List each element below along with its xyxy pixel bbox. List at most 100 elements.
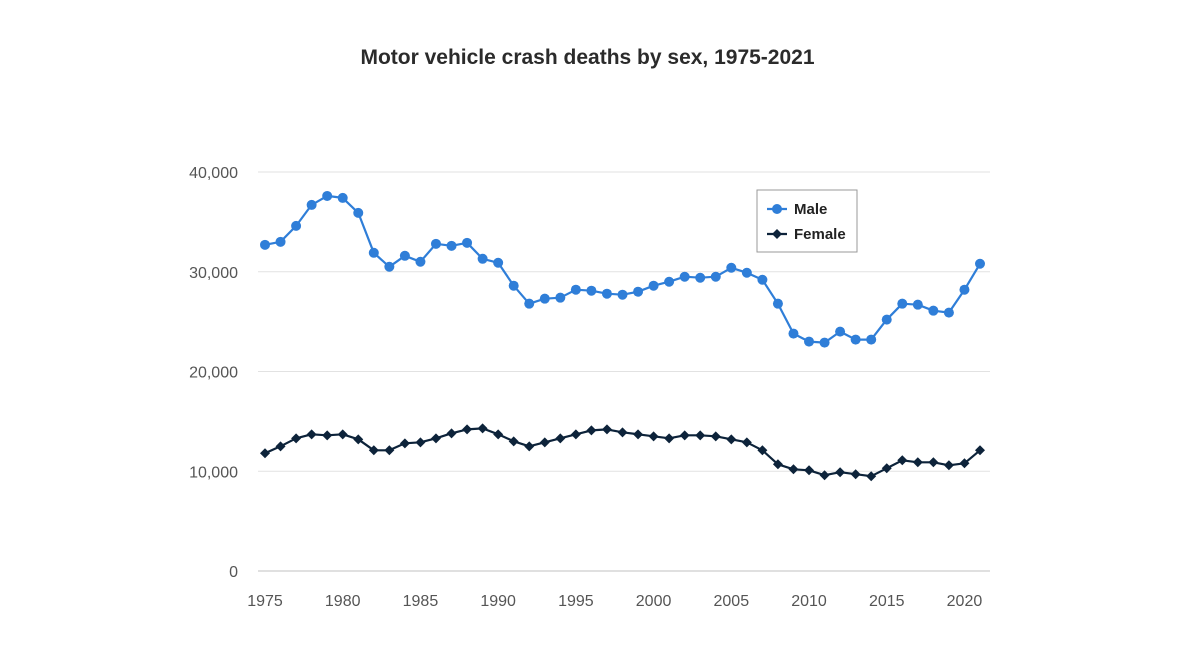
data-point[interactable] bbox=[337, 192, 348, 203]
data-point[interactable] bbox=[881, 314, 892, 325]
x-tick-label: 2020 bbox=[947, 593, 983, 610]
data-point[interactable] bbox=[975, 445, 985, 456]
data-point[interactable] bbox=[384, 261, 395, 272]
data-point[interactable] bbox=[928, 305, 939, 316]
data-point[interactable] bbox=[912, 457, 923, 468]
data-point[interactable] bbox=[975, 258, 985, 269]
data-point[interactable] bbox=[275, 236, 286, 247]
data-point[interactable] bbox=[710, 431, 721, 442]
legend-item-male[interactable]: Male bbox=[767, 201, 827, 218]
data-point[interactable] bbox=[570, 429, 581, 440]
data-point[interactable] bbox=[648, 431, 659, 442]
data-point[interactable] bbox=[897, 298, 908, 309]
data-point[interactable] bbox=[508, 280, 519, 291]
data-point[interactable] bbox=[430, 238, 441, 249]
data-point[interactable] bbox=[757, 445, 768, 456]
data-point[interactable] bbox=[959, 458, 970, 469]
data-point[interactable] bbox=[306, 199, 317, 210]
data-point[interactable] bbox=[835, 467, 846, 478]
data-point[interactable] bbox=[726, 262, 737, 273]
data-point[interactable] bbox=[757, 274, 768, 285]
legend-item-female[interactable]: Female bbox=[767, 226, 846, 243]
data-point[interactable] bbox=[477, 253, 488, 264]
data-point[interactable] bbox=[788, 464, 799, 475]
data-point[interactable] bbox=[524, 298, 535, 309]
data-point[interactable] bbox=[741, 267, 752, 278]
chart-title: Motor vehicle crash deaths by sex, 1975-… bbox=[360, 46, 815, 69]
y-tick-label: 0 bbox=[229, 564, 238, 581]
data-point[interactable] bbox=[819, 337, 830, 348]
data-point[interactable] bbox=[570, 284, 581, 295]
data-point[interactable] bbox=[446, 240, 457, 251]
data-point[interactable] bbox=[306, 429, 317, 440]
data-point[interactable] bbox=[741, 437, 752, 448]
data-point[interactable] bbox=[772, 298, 783, 309]
data-point[interactable] bbox=[804, 336, 815, 347]
data-point[interactable] bbox=[399, 438, 410, 449]
data-point[interactable] bbox=[462, 237, 473, 248]
data-point[interactable] bbox=[586, 285, 597, 296]
data-point[interactable] bbox=[493, 429, 504, 440]
data-point[interactable] bbox=[866, 471, 877, 482]
data-point[interactable] bbox=[633, 286, 644, 297]
data-point[interactable] bbox=[617, 427, 628, 438]
data-point[interactable] bbox=[819, 470, 830, 481]
data-point[interactable] bbox=[959, 284, 970, 295]
data-point[interactable] bbox=[260, 239, 270, 250]
data-point[interactable] bbox=[601, 424, 612, 435]
data-point[interactable] bbox=[648, 280, 659, 291]
data-point[interactable] bbox=[353, 434, 364, 445]
data-point[interactable] bbox=[477, 423, 488, 434]
data-point[interactable] bbox=[415, 256, 426, 267]
data-point[interactable] bbox=[586, 425, 597, 436]
data-point[interactable] bbox=[601, 288, 612, 299]
data-point[interactable] bbox=[679, 430, 690, 441]
data-point[interactable] bbox=[804, 465, 815, 476]
data-point[interactable] bbox=[835, 326, 846, 337]
data-point[interactable] bbox=[524, 441, 535, 452]
data-point[interactable] bbox=[322, 430, 333, 441]
data-point[interactable] bbox=[291, 220, 302, 231]
data-point[interactable] bbox=[788, 328, 799, 339]
data-point[interactable] bbox=[539, 293, 550, 304]
data-point[interactable] bbox=[539, 437, 550, 448]
data-point[interactable] bbox=[695, 430, 706, 441]
data-point[interactable] bbox=[368, 445, 379, 456]
data-point[interactable] bbox=[399, 250, 410, 261]
data-point[interactable] bbox=[928, 457, 939, 468]
data-point[interactable] bbox=[710, 271, 721, 282]
data-point[interactable] bbox=[726, 434, 737, 445]
data-point[interactable] bbox=[337, 429, 348, 440]
data-point[interactable] bbox=[679, 271, 690, 282]
data-point[interactable] bbox=[291, 433, 302, 444]
data-point[interactable] bbox=[508, 436, 519, 447]
data-point[interactable] bbox=[462, 424, 473, 435]
data-point[interactable] bbox=[866, 334, 877, 345]
data-point[interactable] bbox=[384, 445, 395, 456]
data-point[interactable] bbox=[772, 459, 783, 470]
data-point[interactable] bbox=[430, 433, 441, 444]
data-point[interactable] bbox=[555, 433, 566, 444]
data-point[interactable] bbox=[415, 437, 426, 448]
data-point[interactable] bbox=[493, 257, 504, 268]
data-point[interactable] bbox=[850, 334, 861, 345]
data-point[interactable] bbox=[943, 460, 954, 471]
data-point[interactable] bbox=[275, 441, 286, 452]
data-point[interactable] bbox=[897, 455, 908, 466]
data-point[interactable] bbox=[555, 292, 566, 303]
data-point[interactable] bbox=[912, 299, 923, 310]
x-tick-label: 2010 bbox=[791, 593, 827, 610]
data-point[interactable] bbox=[446, 428, 457, 439]
data-point[interactable] bbox=[943, 307, 954, 318]
data-point[interactable] bbox=[260, 448, 270, 459]
data-point[interactable] bbox=[633, 429, 644, 440]
data-point[interactable] bbox=[664, 433, 675, 444]
data-point[interactable] bbox=[353, 207, 364, 218]
data-point[interactable] bbox=[617, 289, 628, 300]
data-point[interactable] bbox=[695, 272, 706, 283]
data-point[interactable] bbox=[881, 463, 892, 474]
data-point[interactable] bbox=[368, 247, 379, 258]
data-point[interactable] bbox=[850, 469, 861, 480]
data-point[interactable] bbox=[664, 276, 675, 287]
data-point[interactable] bbox=[322, 190, 333, 201]
